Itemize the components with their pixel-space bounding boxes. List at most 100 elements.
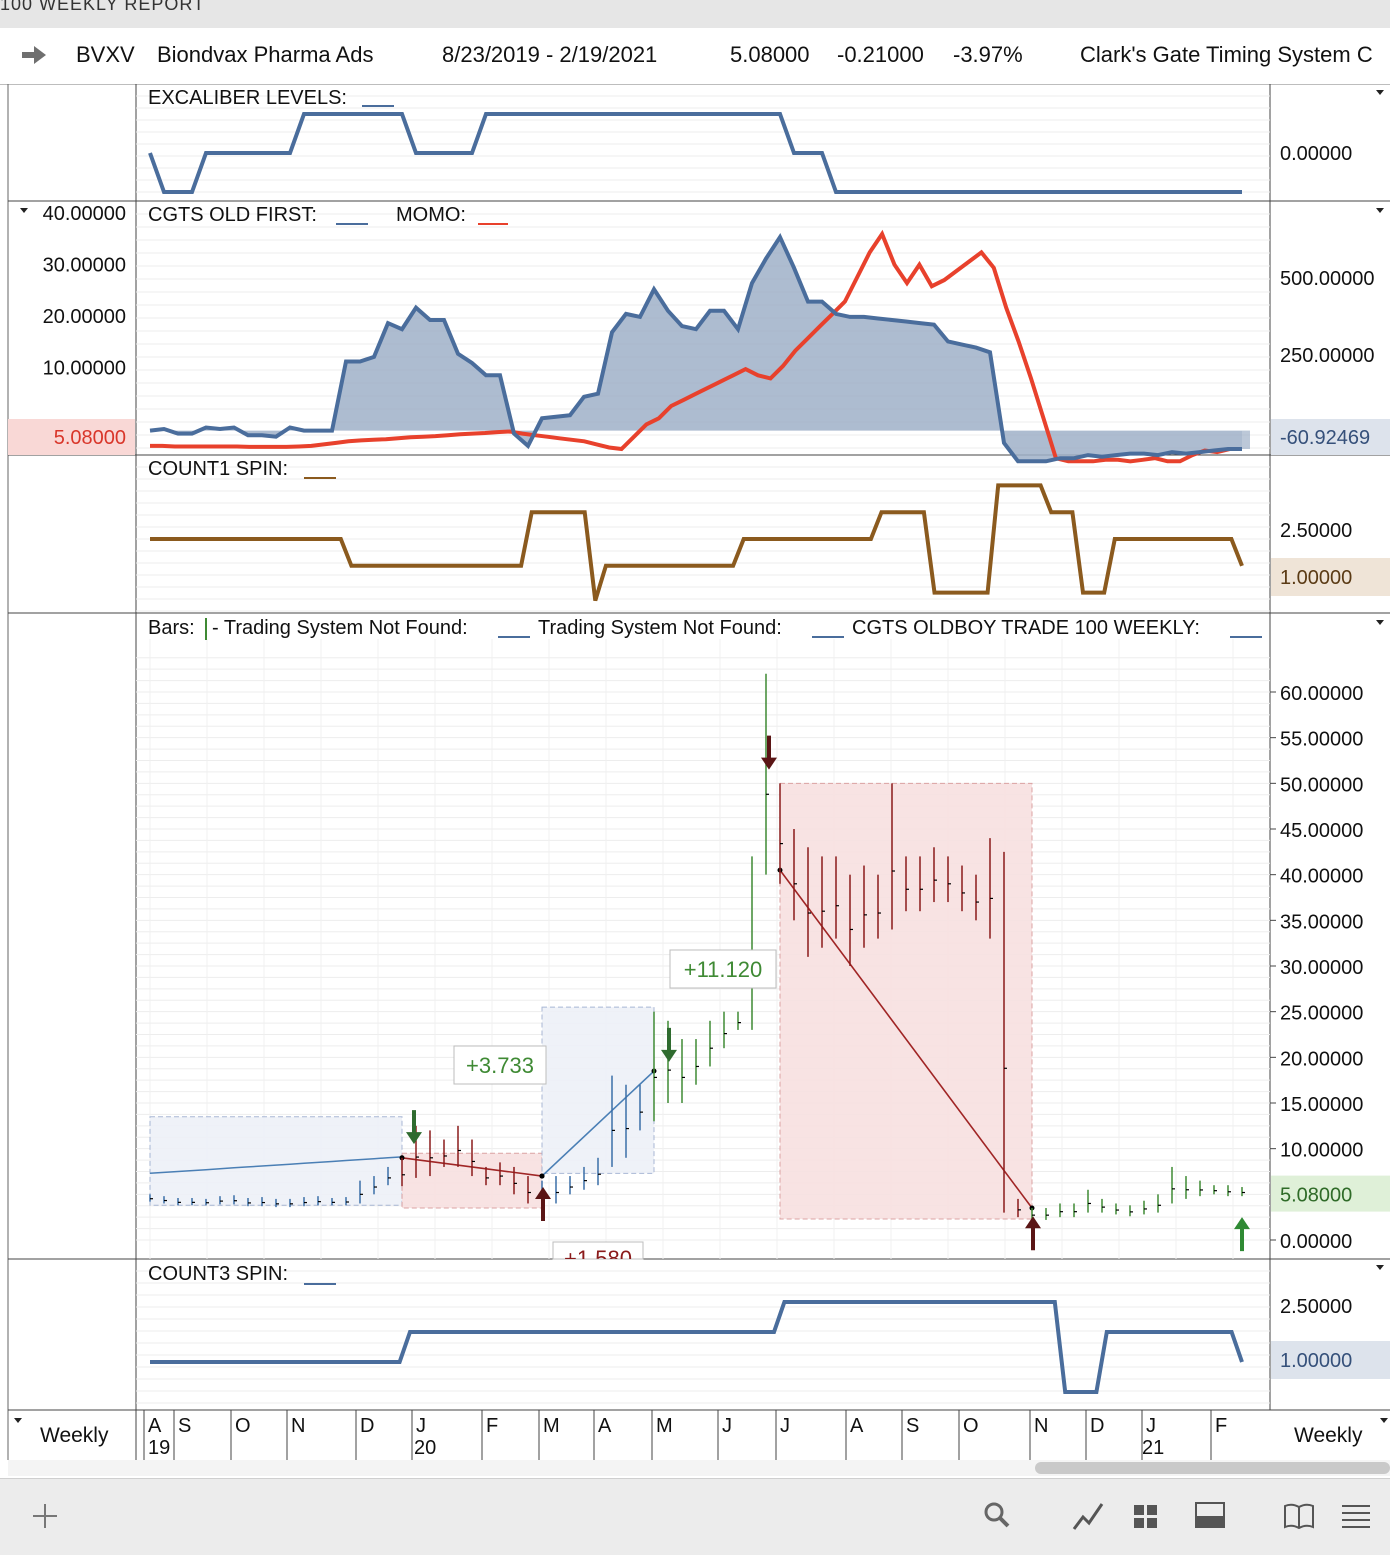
- excaliber-panel: EXCALIBER LEVELS: 0.00000: [136, 87, 1352, 194]
- trade-label-box: [552, 1241, 644, 1260]
- dropdown-triangle-icon: [1376, 208, 1384, 213]
- x-month-label: J: [722, 1415, 732, 1437]
- window-title: 100 WEEKLY REPORT: [0, 0, 206, 14]
- window-titlebar: 100 WEEKLY REPORT: [0, 0, 1390, 29]
- period-right: Weekly: [1294, 1424, 1363, 1447]
- line-chart-icon[interactable]: [1071, 1499, 1105, 1533]
- x-month-label: A: [850, 1415, 864, 1437]
- cgts-area-fill: [150, 237, 1242, 462]
- x-year-label: 20: [414, 1437, 436, 1459]
- y-tick-label: 2.50000: [1280, 520, 1352, 542]
- x-year-label: 19: [148, 1437, 170, 1459]
- right-value-box: [1271, 419, 1390, 455]
- y-tick-label-left: 30.00000: [43, 255, 126, 277]
- arrow-right-icon[interactable]: [20, 44, 48, 66]
- y-tick-label-left: 20.00000: [43, 306, 126, 328]
- value-box: [1271, 1341, 1390, 1379]
- y-tick-label: 55.00000: [1280, 729, 1363, 751]
- trade-label: +11.120: [684, 957, 763, 982]
- arrow-up-icon: [1234, 1217, 1250, 1252]
- panel-title-momo: MOMO:: [396, 204, 466, 226]
- y-tick-label: 10.00000: [1280, 1140, 1363, 1162]
- x-month-label: S: [178, 1415, 191, 1437]
- panel-title: COUNT1 SPIN:: [148, 458, 288, 480]
- arrow-down-icon: [406, 1110, 422, 1145]
- area-fill-tail: [1242, 430, 1250, 449]
- symbol-name: Biondvax Pharma Ads: [157, 42, 374, 67]
- trade-box: [149, 1116, 403, 1206]
- x-month-label: M: [656, 1415, 673, 1437]
- book-icon[interactable]: [1282, 1501, 1316, 1531]
- date-range: 8/23/2019 - 2/19/2021: [442, 42, 658, 67]
- count1-line: [150, 483, 1244, 602]
- legend-entry: Trading System Not Found:: [538, 617, 782, 639]
- x-month-label: M: [543, 1415, 560, 1437]
- count1-spin-panel: COUNT1 SPIN: 2.50000 1.00000: [136, 458, 1390, 612]
- scrollbar-thumb[interactable]: [1035, 1462, 1390, 1474]
- bottom-toolbar: [0, 1478, 1390, 1555]
- value-label: 1.00000: [1280, 1350, 1352, 1372]
- panel-title: EXCALIBER LEVELS:: [148, 87, 347, 109]
- panel-title: Bars:: [148, 617, 195, 639]
- legend-entry: CGTS OLDBOY TRADE 100 WEEKLY:: [852, 617, 1200, 639]
- arrow-down-icon: [761, 735, 777, 770]
- symbol-ticker: BVXV: [76, 42, 135, 67]
- x-month-label: F: [486, 1415, 498, 1437]
- y-tick-label: 60.00000: [1280, 683, 1363, 705]
- left-value-box: [8, 419, 135, 455]
- system-name: Clark's Gate Timing System C: [1080, 42, 1373, 67]
- x-month-label: J: [416, 1415, 426, 1437]
- count3-line: [150, 1300, 1244, 1394]
- dropdown-triangle-icon: [1380, 1418, 1388, 1423]
- y-tick-label: 50.00000: [1280, 774, 1363, 796]
- arrow-up-icon: [1025, 1216, 1041, 1251]
- excaliber-line: [148, 112, 1242, 194]
- trade-box: [541, 1006, 655, 1174]
- panel-title: CGTS OLD FIRST:: [148, 204, 317, 226]
- cgts-old-first-panel: CGTS OLD FIRST: MOMO: 40.00000 30.00000 20.0…: [8, 203, 1390, 464]
- cgts-line: [149, 232, 1242, 464]
- x-month-label: D: [1090, 1415, 1104, 1437]
- panel-title: COUNT3 SPIN:: [148, 1263, 288, 1285]
- y-tick-label: 15.00000: [1280, 1094, 1363, 1116]
- add-icon[interactable]: [30, 1501, 60, 1531]
- last-price-label: 5.08000: [1280, 1185, 1352, 1207]
- x-month-label: A: [148, 1415, 162, 1437]
- dropdown-triangle-icon: [20, 208, 28, 213]
- y-tick-label-right: 500.00000: [1280, 268, 1375, 290]
- x-month-label: A: [598, 1415, 612, 1437]
- trade-path-1: [149, 1156, 403, 1175]
- trade-path: [541, 1070, 655, 1177]
- pct-change: -3.97%: [953, 42, 1023, 67]
- y-tick-label: 30.00000: [1280, 957, 1363, 979]
- panel-layout-icon[interactable]: [1194, 1501, 1228, 1531]
- x-month-label: N: [1034, 1415, 1048, 1437]
- y-tick-label-right: 250.00000: [1280, 345, 1375, 367]
- y-tick-label: 35.00000: [1280, 911, 1363, 933]
- price-change: -0.21000: [837, 42, 924, 67]
- y-tick-label-left: 40.00000: [43, 203, 126, 225]
- trade-point: [539, 1173, 545, 1179]
- trade-label: +1.580: [564, 1246, 632, 1271]
- trade-label-box: [669, 949, 777, 989]
- x-month-label: J: [780, 1415, 790, 1437]
- arrow-down-icon: [661, 1027, 677, 1062]
- right-value-label: -60.92469: [1280, 427, 1370, 449]
- symbol-header: BVXV Biondvax Pharma Ads 8/23/2019 - 2/1…: [0, 28, 1390, 85]
- grid-layout-icon[interactable]: [1132, 1503, 1160, 1531]
- y-tick-label: 40.00000: [1280, 866, 1363, 888]
- left-value-label: 5.08000: [54, 427, 126, 449]
- trade-box: [779, 782, 1033, 1220]
- menu-icon[interactable]: [1340, 1503, 1372, 1529]
- y-tick-label: 45.00000: [1280, 820, 1363, 842]
- x-month-label: S: [906, 1415, 919, 1437]
- arrow-up-icon: [535, 1187, 551, 1222]
- dropdown-triangle-icon: [1376, 90, 1384, 95]
- legend-entry: - Trading System Not Found:: [212, 617, 468, 639]
- chart-canvas[interactable]: EXCALIBER LEVELS: 0.00000 CGTS OLD FIRST:…: [0, 84, 1390, 1460]
- x-month-label: N: [291, 1415, 305, 1437]
- y-tick-label-left: 10.00000: [43, 358, 126, 380]
- search-icon[interactable]: [983, 1501, 1011, 1529]
- y-tick-label: 25.00000: [1280, 1003, 1363, 1025]
- price-bars-panel: Bars: - Trading System Not Found: Trading …: [136, 617, 1390, 1271]
